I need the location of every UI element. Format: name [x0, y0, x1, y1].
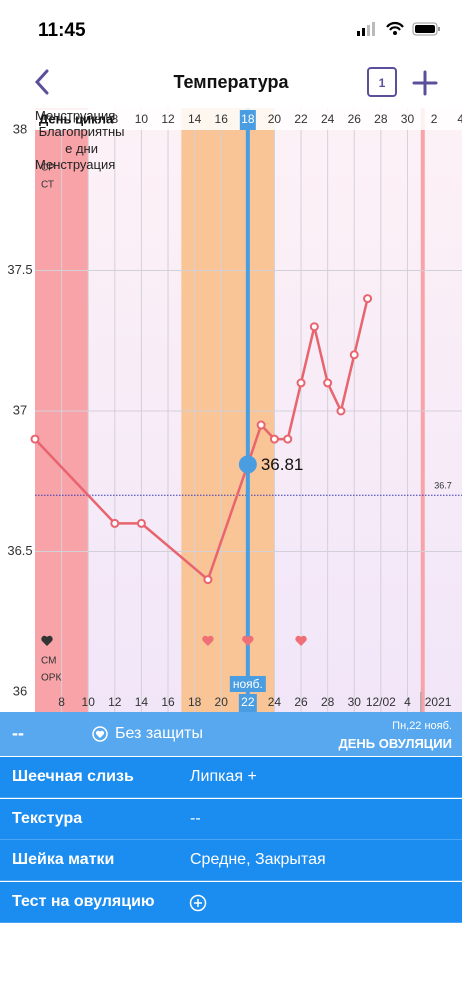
intercourse-marker [202, 635, 214, 646]
point [136, 518, 146, 528]
x-tick-label: 18 [188, 695, 202, 709]
x-tick-label: 12/02 [366, 695, 396, 709]
date: Пн,22 нояб. [392, 720, 452, 732]
detail-row[interactable]: Шейка матки Средне, Закрытая [0, 840, 462, 881]
top-tick-label: 30 [401, 112, 415, 126]
point [256, 420, 266, 430]
x-axis-label: День цикла [39, 111, 114, 126]
axis-background [0, 108, 35, 712]
protection-icon [92, 726, 108, 742]
month-label: нояб. [233, 677, 263, 691]
point [203, 575, 213, 585]
top-tick-label: 18 [241, 112, 255, 126]
y-tick-label: 37.5 [7, 262, 32, 277]
top-tick-label: 12 [161, 112, 175, 126]
top-tick-label: 14 [188, 112, 202, 126]
top-tick-label: 2 [431, 112, 438, 126]
heart-row-icon [41, 635, 53, 646]
point [283, 434, 293, 444]
point [363, 294, 373, 304]
row-label: СР [41, 163, 55, 174]
point [30, 434, 40, 444]
status-icons [357, 21, 440, 36]
row-label: Шейка матки [12, 851, 115, 868]
x-label-bg [36, 110, 112, 130]
year-label: 2021 [425, 695, 452, 709]
point [269, 434, 279, 444]
region [420, 108, 425, 712]
month-box [229, 676, 266, 692]
day-type: ДЕНЬ ОВУЛЯЦИИ [338, 736, 452, 751]
status-time: 11:45 [38, 20, 86, 41]
calendar-button[interactable]: 1 [367, 67, 397, 97]
point [309, 322, 319, 332]
summary: -- [12, 723, 24, 743]
reference-label: 36.7 [434, 481, 452, 491]
add-button[interactable] [412, 70, 438, 96]
region-label: Благоприятные дни [38, 124, 125, 156]
y-tick-label: 38 [13, 121, 27, 136]
point [336, 406, 346, 416]
region-label: Менструация [35, 157, 116, 172]
top-tick-label: 26 [348, 112, 362, 126]
top-tick-label: 22 [294, 112, 308, 126]
top-tick-label: 16 [215, 112, 229, 126]
row-value: Липкая + [190, 768, 257, 785]
intercourse-marker [295, 635, 307, 646]
intercourse-marker [242, 635, 254, 646]
row-label: Шеечная слизь [12, 768, 134, 785]
temperature-line [34, 298, 369, 582]
x-tick-label: 20 [215, 695, 229, 709]
x-tick-label: 4 [404, 695, 411, 709]
row-label: Тест на овуляцию [12, 892, 155, 910]
y-tick-label: 36 [13, 683, 27, 698]
row-value: Средне, Закрытая [190, 851, 326, 868]
point [296, 378, 306, 388]
detail-row[interactable]: Текстура -- [0, 798, 462, 840]
detail-row[interactable]: Тест на овуляцию [0, 881, 462, 923]
x-tick-label: 28 [321, 695, 335, 709]
selected-point [238, 455, 257, 474]
top-tick-label: 10 [135, 112, 149, 126]
protection: Без защиты [115, 725, 203, 742]
point-value-label: 36.81 [261, 455, 304, 474]
day-summary-bar: -- Без защиты Пн,22 нояб. ДЕНЬ ОВУЛЯЦИИ [0, 712, 462, 756]
page-title: Температура [173, 72, 289, 92]
x-tick-highlight [238, 694, 257, 712]
x-tick-label: 8 [58, 695, 65, 709]
y-tick-label: 37 [13, 402, 27, 417]
detail-row[interactable]: Шеечная слизь Липкая + [0, 757, 462, 798]
x-tick-label: 22 [241, 695, 255, 709]
top-tick-label: 28 [374, 112, 388, 126]
x-tick-label: 16 [161, 695, 175, 709]
point [110, 518, 120, 528]
region-label: Менструация [35, 108, 116, 123]
x-tick-label: 24 [268, 695, 282, 709]
add-icon[interactable] [189, 894, 207, 912]
top-tick-label: 8 [111, 112, 118, 126]
x-tick-label: 12 [108, 695, 122, 709]
y-tick-label: 36.5 [7, 543, 32, 558]
top-tick-label: 20 [268, 112, 282, 126]
point [349, 350, 359, 360]
row-value: -- [190, 809, 201, 827]
row-label: СМ [41, 656, 56, 667]
region-labels: Менструация Благоприятные дни Менструация [35, 108, 462, 712]
top-tick-label: 4 [457, 112, 462, 126]
x-tick-label: 26 [294, 695, 308, 709]
top-tick-highlight [239, 110, 256, 130]
point [323, 378, 333, 388]
x-tick-label: 14 [135, 695, 149, 709]
top-tick-label: 24 [321, 112, 335, 126]
region [181, 108, 275, 712]
row-label: Текстура [12, 809, 83, 827]
row-label: СТ [41, 180, 54, 191]
back-button[interactable] [30, 68, 54, 98]
x-tick-label: 30 [348, 695, 362, 709]
row-label: ОРК [41, 673, 61, 684]
x-tick-label: 10 [82, 695, 96, 709]
